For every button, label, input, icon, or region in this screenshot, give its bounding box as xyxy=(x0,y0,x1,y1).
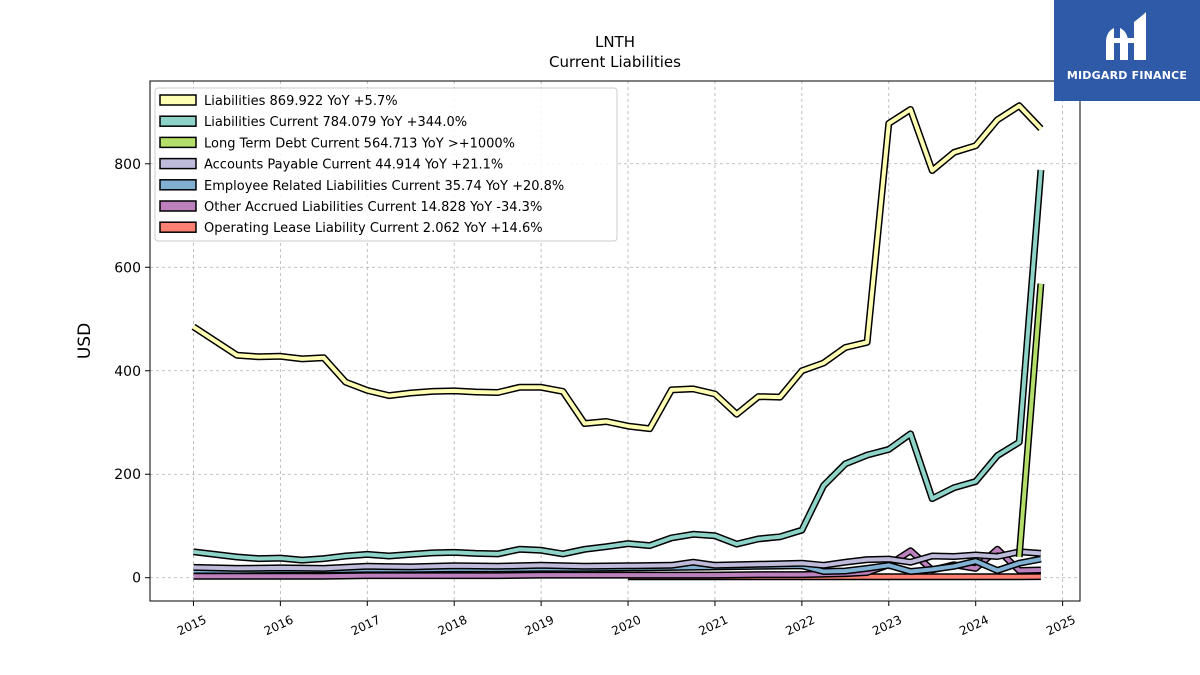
legend: Liabilities 869.922 YoY +5.7% Liabilities… xyxy=(154,87,618,242)
y-tick-label: 200 xyxy=(114,467,141,483)
legend-item: Liabilities 869.922 YoY +5.7% xyxy=(159,94,398,109)
plot-frame xyxy=(149,80,1081,602)
logo-text: MIDGARD FINANCE xyxy=(1066,69,1188,82)
legend-label: Other Accrued Liabilities Current 14.828… xyxy=(204,200,542,215)
midgard-finance-logo: MIDGARD FINANCE xyxy=(1054,0,1200,101)
legend-swatch xyxy=(159,94,197,106)
x-tick-label: 2025 xyxy=(1044,613,1078,639)
series-line-stroke xyxy=(192,103,1043,431)
series-line xyxy=(191,102,1044,433)
chart-title: LNTH xyxy=(595,33,635,51)
y-tick-label: 600 xyxy=(114,260,141,276)
legend-item: Other Accrued Liabilities Current 14.828… xyxy=(159,200,542,215)
legend-swatch xyxy=(159,157,197,170)
series-line xyxy=(193,548,1042,572)
x-tick-label: 2017 xyxy=(349,613,383,639)
y-tick-label: 400 xyxy=(114,364,141,380)
legend-label: Accounts Payable Current 44.914 YoY +21.… xyxy=(204,158,503,173)
logo-mark-icon xyxy=(1106,12,1146,60)
x-tick-label: 2024 xyxy=(957,613,991,639)
series-line xyxy=(1015,283,1045,558)
legend-swatch xyxy=(159,179,197,191)
x-tick-label: 2023 xyxy=(870,613,904,639)
legend-label: Operating Lease Liability Current 2.062 … xyxy=(204,221,543,236)
x-tick-label: 2016 xyxy=(262,613,296,639)
legend-item: Liabilities Current 784.079 YoY +344.0% xyxy=(159,115,467,130)
x-tick-label: 2019 xyxy=(523,613,557,639)
x-tick-label: 2018 xyxy=(436,613,470,639)
legend-swatch xyxy=(159,221,197,233)
legend-item: Long Term Debt Current 564.713 YoY >+100… xyxy=(159,136,515,151)
series-line-stroke xyxy=(1017,283,1043,558)
x-tick-label: 2020 xyxy=(610,613,644,639)
legend-swatch xyxy=(159,115,197,127)
series-line xyxy=(193,169,1045,564)
y-tick-label: 0 xyxy=(132,571,141,587)
legend-label: Liabilities 869.922 YoY +5.7% xyxy=(204,94,398,109)
legend-item: Operating Lease Liability Current 2.062 … xyxy=(159,221,543,236)
x-tick-label: 2021 xyxy=(696,613,730,639)
legend-swatch xyxy=(159,200,197,212)
legend-item: Accounts Payable Current 44.914 YoY +21.… xyxy=(159,157,503,173)
x-tick-label: 2015 xyxy=(175,613,209,639)
series-line-stroke xyxy=(193,169,1043,563)
y-tick-label: 800 xyxy=(114,157,141,173)
legend-box xyxy=(154,87,618,242)
x-tick-label: 2022 xyxy=(783,613,817,639)
legend-swatch xyxy=(159,136,197,149)
y-axis-label: USD xyxy=(75,323,95,359)
legend-item: Employee Related Liabilities Current 35.… xyxy=(159,179,564,194)
series-layer xyxy=(191,102,1045,581)
series-line-stroke xyxy=(193,549,1042,571)
legend-label: Long Term Debt Current 564.713 YoY >+100… xyxy=(204,136,515,151)
legend-label: Liabilities Current 784.079 YoY +344.0% xyxy=(204,115,467,130)
legend-label: Employee Related Liabilities Current 35.… xyxy=(204,179,564,194)
chart-subtitle: Current Liabilities xyxy=(549,53,681,71)
